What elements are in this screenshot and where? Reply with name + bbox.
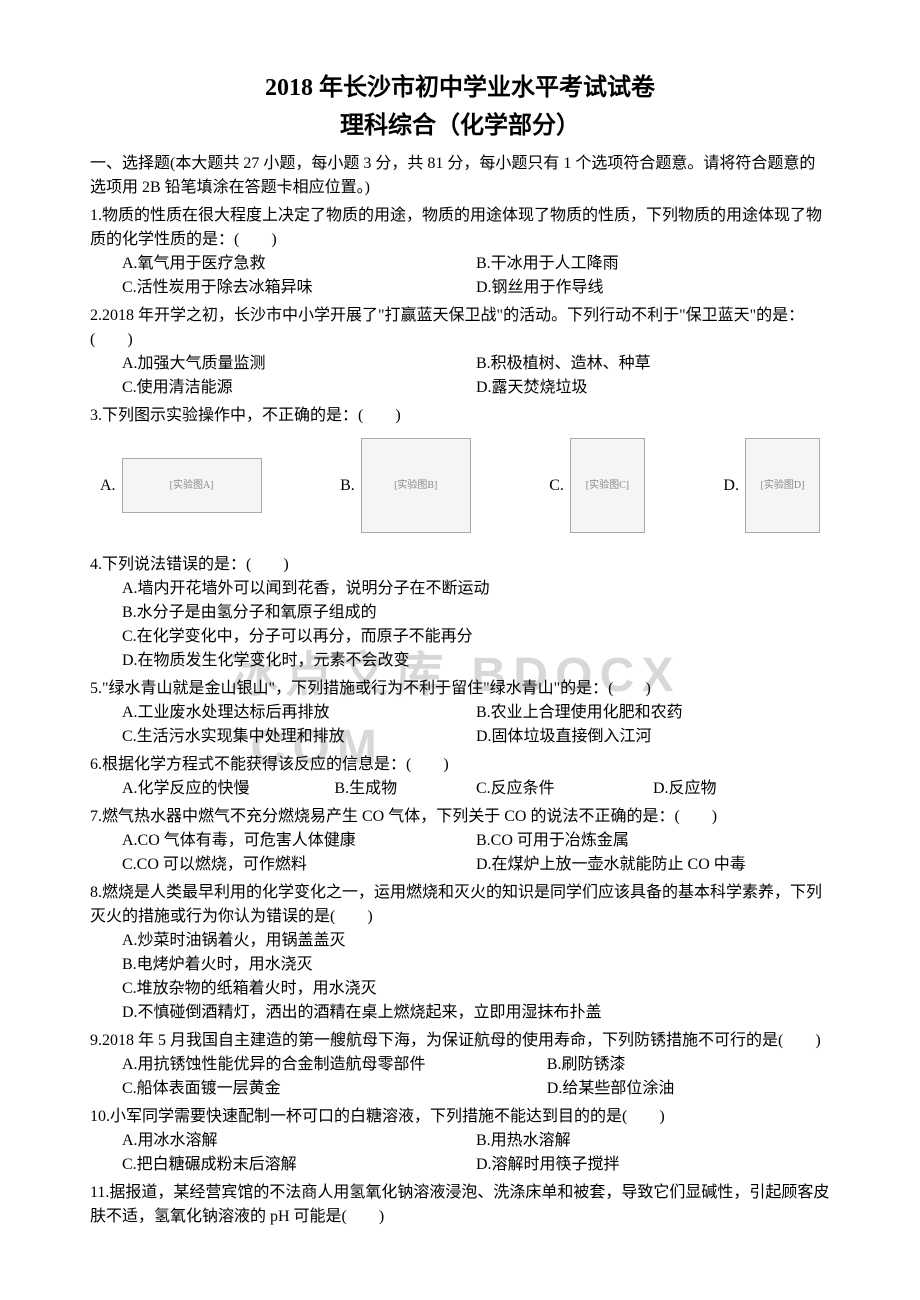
question-text: 2.2018 年开学之初，长沙市中小学开展了"打赢蓝天保卫战"的活动。下列行动不…: [90, 304, 830, 352]
option-b: B.农业上合理使用化肥和农药: [476, 701, 830, 725]
option-a: A.化学反应的快慢: [122, 777, 334, 801]
option-a: A.用抗锈蚀性能优异的合金制造航母零部件: [122, 1053, 547, 1077]
page-subtitle: 理科综合（化学部分）: [90, 108, 830, 144]
figure-label: C.: [549, 474, 564, 498]
question-4: 4.下列说法错误的是：( ) A.墙内开花墙外可以闻到花香，说明分子在不断运动 …: [90, 553, 830, 673]
option-b: B.用热水溶解: [476, 1129, 830, 1153]
option-d: D.在煤炉上放一壶水就能防止 CO 中毒: [476, 853, 830, 877]
figure-label: D.: [723, 474, 739, 498]
option-b: B.电烤炉着火时，用水浇灭: [122, 953, 830, 977]
question-10: 10.小军同学需要快速配制一杯可口的白糖溶液，下列措施不能达到目的的是( ) A…: [90, 1105, 830, 1177]
options-row: A.氧气用于医疗急救 B.干冰用于人工降雨 C.活性炭用于除去冰箱异味 D.钢丝…: [90, 252, 830, 300]
option-c: C.反应条件: [476, 777, 653, 801]
question-text: 5."绿水青山就是金山银山"，下列措施或行为不利于留住"绿水青山"的是：( ): [90, 677, 830, 701]
section-header: 一、选择题(本大题共 27 小题，每小题 3 分，共 81 分，每小题只有 1 …: [90, 152, 830, 200]
question-8: 8.燃烧是人类最早利用的化学变化之一，运用燃烧和灭火的知识是同学们应该具备的基本…: [90, 881, 830, 1025]
page-title: 2018 年长沙市初中学业水平考试试卷: [90, 70, 830, 106]
options-block: A.炒菜时油锅着火，用锅盖盖灭 B.电烤炉着火时，用水浇灭 C.堆放杂物的纸箱着…: [90, 929, 830, 1025]
option-c: C.把白糖碾成粉末后溶解: [122, 1153, 476, 1177]
option-a: A.加强大气质量监测: [122, 352, 476, 376]
question-1: 1.物质的性质在很大程度上决定了物质的用途，物质的用途体现了物质的性质，下列物质…: [90, 204, 830, 300]
option-c: C.堆放杂物的纸箱着火时，用水浇灭: [122, 977, 830, 1001]
question-text: 8.燃烧是人类最早利用的化学变化之一，运用燃烧和灭火的知识是同学们应该具备的基本…: [90, 881, 830, 929]
question-6: 6.根据化学方程式不能获得该反应的信息是：( ) A.化学反应的快慢 B.生成物…: [90, 753, 830, 801]
lab-figure-d: [实验图D]: [745, 438, 820, 533]
figure-item-c: C. [实验图C]: [549, 438, 645, 533]
question-text: 4.下列说法错误的是：( ): [90, 553, 830, 577]
option-b: B.刷防锈漆: [547, 1053, 830, 1077]
question-9: 9.2018 年 5 月我国自主建造的第一艘航母下海，为保证航母的使用寿命，下列…: [90, 1029, 830, 1101]
option-a: A.墙内开花墙外可以闻到花香，说明分子在不断运动: [122, 577, 830, 601]
lab-figure-a: [实验图A]: [122, 458, 262, 513]
question-text: 11.据报道，某经营宾馆的不法商人用氢氧化钠溶液浸泡、洗涤床单和被套，导致它们显…: [90, 1181, 830, 1229]
document-content: 2018 年长沙市初中学业水平考试试卷 理科综合（化学部分） 一、选择题(本大题…: [90, 70, 830, 1229]
options-block: A.墙内开花墙外可以闻到花香，说明分子在不断运动 B.水分子是由氢分子和氧原子组…: [90, 577, 830, 673]
question-text: 7.燃气热水器中燃气不充分燃烧易产生 CO 气体，下列关于 CO 的说法不正确的…: [90, 805, 830, 829]
question-text: 3.下列图示实验操作中，不正确的是：( ): [90, 404, 830, 428]
option-a: A.用冰水溶解: [122, 1129, 476, 1153]
options-row: A.用抗锈蚀性能优异的合金制造航母零部件 B.刷防锈漆 C.船体表面镀一层黄金 …: [90, 1053, 830, 1101]
option-d: D.固体垃圾直接倒入江河: [476, 725, 830, 749]
option-d: D.钢丝用于作导线: [476, 276, 830, 300]
options-row: A.加强大气质量监测 B.积极植树、造林、种草 C.使用清洁能源 D.露天焚烧垃…: [90, 352, 830, 400]
option-a: A.氧气用于医疗急救: [122, 252, 476, 276]
option-c: C.船体表面镀一层黄金: [122, 1077, 547, 1101]
question-5: 5."绿水青山就是金山银山"，下列措施或行为不利于留住"绿水青山"的是：( ) …: [90, 677, 830, 749]
question-text: 10.小军同学需要快速配制一杯可口的白糖溶液，下列措施不能达到目的的是( ): [90, 1105, 830, 1129]
lab-figure-b: [实验图B]: [361, 438, 471, 533]
option-a: A.炒菜时油锅着火，用锅盖盖灭: [122, 929, 830, 953]
question-11: 11.据报道，某经营宾馆的不法商人用氢氧化钠溶液浸泡、洗涤床单和被套，导致它们显…: [90, 1181, 830, 1229]
question-2: 2.2018 年开学之初，长沙市中小学开展了"打赢蓝天保卫战"的活动。下列行动不…: [90, 304, 830, 400]
options-row: A.工业废水处理达标后再排放 B.农业上合理使用化肥和农药 C.生活污水实现集中…: [90, 701, 830, 749]
option-a: A.工业废水处理达标后再排放: [122, 701, 476, 725]
option-c: C.CO 可以燃烧，可作燃料: [122, 853, 476, 877]
option-b: B.积极植树、造林、种草: [476, 352, 830, 376]
question-text: 6.根据化学方程式不能获得该反应的信息是：( ): [90, 753, 830, 777]
option-c: C.生活污水实现集中处理和排放: [122, 725, 476, 749]
question-3: 3.下列图示实验操作中，不正确的是：( ) A. [实验图A] B. [实验图B…: [90, 404, 830, 533]
option-b: B.水分子是由氢分子和氧原子组成的: [122, 601, 830, 625]
figure-item-b: B. [实验图B]: [340, 438, 471, 533]
option-d: D.在物质发生化学变化时，元素不会改变: [122, 649, 830, 673]
options-row: A.用冰水溶解 B.用热水溶解 C.把白糖碾成粉末后溶解 D.溶解时用筷子搅拌: [90, 1129, 830, 1177]
option-c: C.使用清洁能源: [122, 376, 476, 400]
figure-item-d: D. [实验图D]: [723, 438, 820, 533]
option-d: D.溶解时用筷子搅拌: [476, 1153, 830, 1177]
option-d: D.露天焚烧垃圾: [476, 376, 830, 400]
figure-label: B.: [340, 474, 355, 498]
options-row: A.CO 气体有毒，可危害人体健康 B.CO 可用于冶炼金属 C.CO 可以燃烧…: [90, 829, 830, 877]
option-d: D.反应物: [653, 777, 830, 801]
option-d: D.不慎碰倒酒精灯，洒出的酒精在桌上燃烧起来，立即用湿抹布扑盖: [122, 1001, 830, 1025]
question-text: 1.物质的性质在很大程度上决定了物质的用途，物质的用途体现了物质的性质，下列物质…: [90, 204, 830, 252]
option-b: B.生成物: [334, 777, 476, 801]
option-c: C.活性炭用于除去冰箱异味: [122, 276, 476, 300]
figure-label: A.: [100, 474, 116, 498]
question-7: 7.燃气热水器中燃气不充分燃烧易产生 CO 气体，下列关于 CO 的说法不正确的…: [90, 805, 830, 877]
lab-figure-c: [实验图C]: [570, 438, 645, 533]
question-text: 9.2018 年 5 月我国自主建造的第一艘航母下海，为保证航母的使用寿命，下列…: [90, 1029, 830, 1053]
figure-item-a: A. [实验图A]: [100, 458, 262, 513]
option-b: B.干冰用于人工降雨: [476, 252, 830, 276]
option-d: D.给某些部位涂油: [547, 1077, 830, 1101]
option-a: A.CO 气体有毒，可危害人体健康: [122, 829, 476, 853]
option-b: B.CO 可用于冶炼金属: [476, 829, 830, 853]
options-row: A.化学反应的快慢 B.生成物 C.反应条件 D.反应物: [90, 777, 830, 801]
option-c: C.在化学变化中，分子可以再分，而原子不能再分: [122, 625, 830, 649]
figure-row: A. [实验图A] B. [实验图B] C. [实验图C] D. [实验图D]: [90, 438, 830, 533]
